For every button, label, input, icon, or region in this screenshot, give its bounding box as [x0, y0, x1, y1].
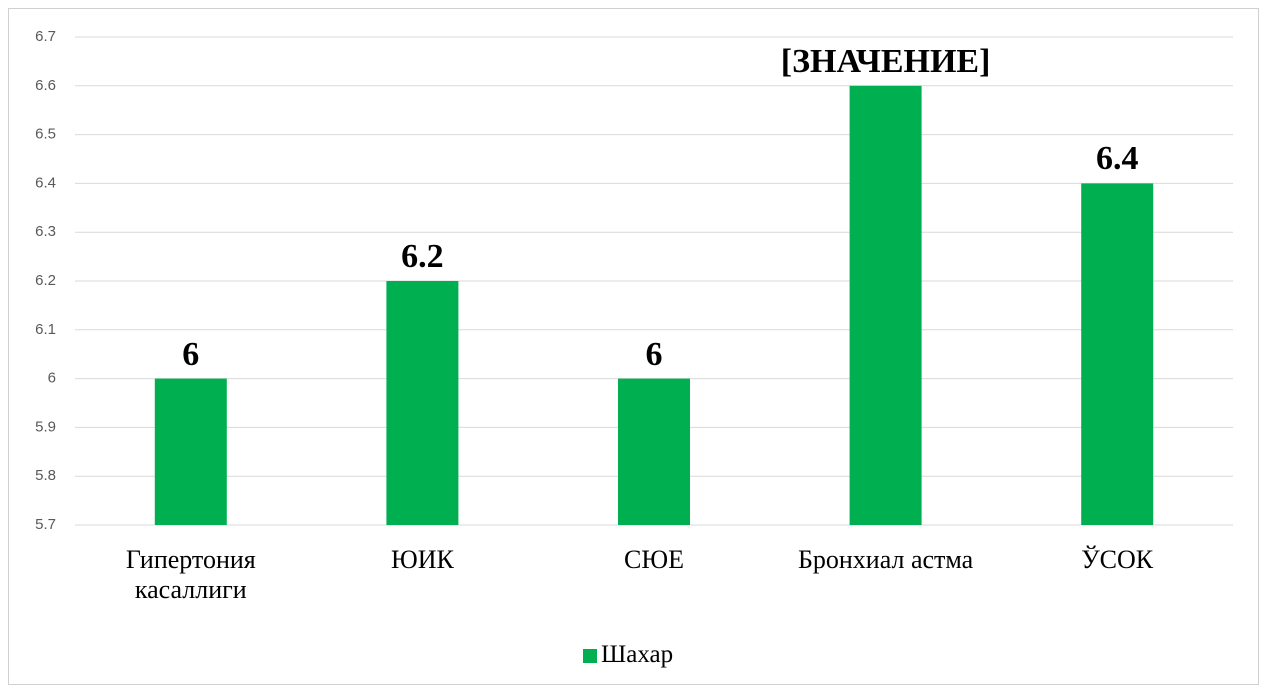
- y-tick-label: 6.5: [35, 126, 56, 143]
- bar: [1081, 183, 1154, 525]
- y-tick-label: 6: [48, 370, 56, 387]
- y-tick-label: 5.8: [35, 467, 56, 484]
- x-tick-label: СЮЕ: [624, 545, 684, 574]
- y-tick-label: 6.1: [35, 321, 56, 338]
- x-tick-label: ЎСОК: [1081, 545, 1154, 574]
- legend-label: Шахар: [601, 641, 674, 668]
- y-tick-label: 6.3: [35, 223, 56, 240]
- y-tick-label: 5.9: [35, 418, 56, 435]
- x-tick-label: Гипертония касаллиги: [125, 545, 256, 604]
- data-label: [ЗНАЧЕНИЕ]: [780, 42, 991, 80]
- data-label: 6.4: [1095, 140, 1139, 178]
- bar: [154, 378, 227, 525]
- data-label: 6: [182, 335, 200, 373]
- y-tick-label: 6.2: [35, 272, 56, 289]
- y-tick-label: 6.7: [35, 28, 56, 45]
- chart-frame: [8, 8, 1259, 685]
- bar: [849, 85, 922, 526]
- data-label: 6.2: [401, 238, 444, 275]
- y-tick-label: 5.7: [35, 516, 56, 533]
- bar: [618, 378, 690, 525]
- y-tick-label: 6.6: [35, 77, 56, 94]
- y-tick-label: 6.4: [35, 174, 56, 191]
- data-label: 6: [645, 335, 663, 373]
- x-tick-label: ЮИК: [390, 545, 454, 574]
- legend-swatch: [583, 649, 597, 663]
- x-tick-label: Бронхиал астма: [797, 545, 974, 574]
- bar: [386, 281, 459, 525]
